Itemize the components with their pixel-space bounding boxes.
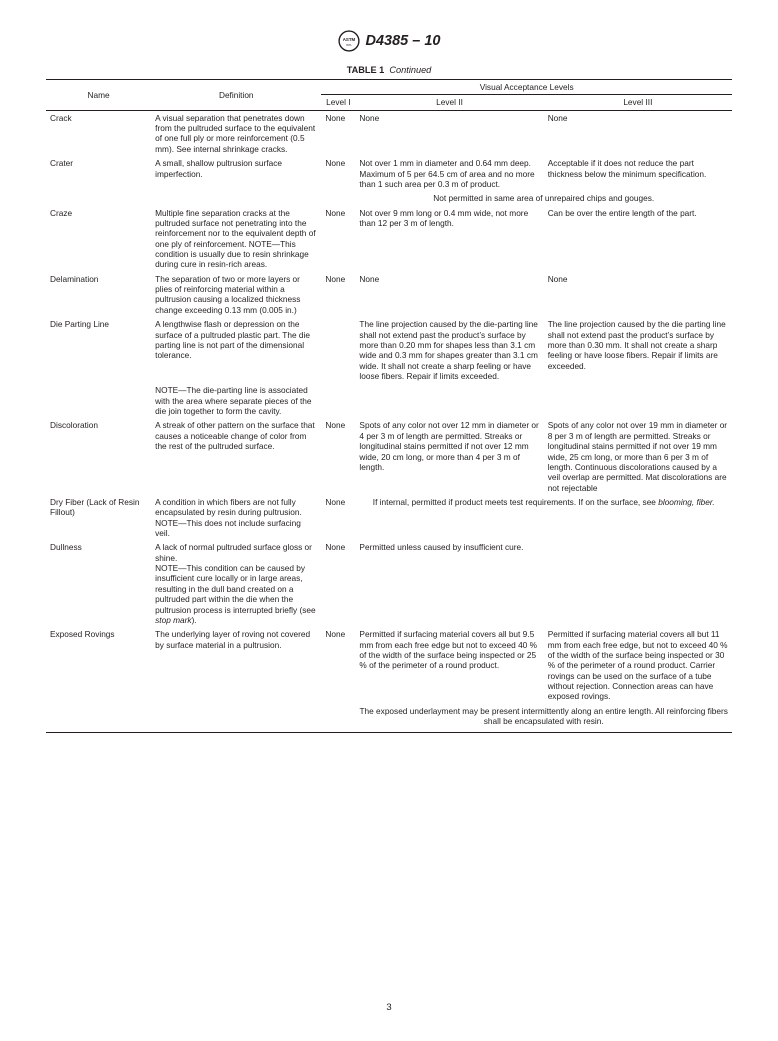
cell-note: If internal, permitted if product meets … (355, 495, 732, 540)
col-name-header: Name (46, 80, 151, 111)
cell-l3: None (544, 272, 732, 317)
cell-def: A lack of normal pultruded surface gloss… (151, 540, 321, 627)
cell-l1: None (321, 156, 355, 191)
cell-def: A condition in which fibers are not full… (151, 495, 321, 540)
cell-l2: None (355, 272, 543, 317)
astm-logo-icon: ASTM INTL (338, 30, 360, 52)
cell-name: Crater (46, 156, 151, 191)
page-number: 3 (0, 1002, 778, 1013)
cell-l1: None (321, 627, 355, 704)
cell-l2: Not over 9 mm long or 0.4 mm wide, not m… (355, 206, 543, 272)
designation-text: D4385 – 10 (366, 33, 441, 49)
table-row: Crater A small, shallow pultrusion surfa… (46, 156, 732, 191)
cell-l1: None (321, 206, 355, 272)
cell-def: The separation of two or more layers or … (151, 272, 321, 317)
cell-def: A lengthwise flash or depression on the … (151, 317, 321, 383)
table-row: Crack A visual separation that penetrate… (46, 110, 732, 156)
table-row: Exposed Rovings The underlying layer of … (46, 627, 732, 704)
cell-l3: None (544, 110, 732, 156)
cell-l2: None (355, 110, 543, 156)
table-row: Die Parting Line A lengthwise flash or d… (46, 317, 732, 383)
col-def-header: Definition (151, 80, 321, 111)
cell-name: Craze (46, 206, 151, 272)
col-visual-header: Visual Acceptance Levels (321, 80, 732, 95)
table-caption: TABLE 1 Continued (46, 65, 732, 75)
table-row-note: Not permitted in same area of unrepaired… (46, 191, 732, 205)
def-lead: A lack of normal pultruded surface gloss… (155, 542, 315, 614)
cell-l2: Permitted if surfacing material covers a… (355, 627, 543, 704)
cell-l1: None (321, 495, 355, 540)
cell-name: Die Parting Line (46, 317, 151, 383)
table-row-note: NOTE—The die-parting line is associated … (46, 383, 732, 418)
note-ital: blooming, fiber. (658, 497, 714, 507)
table-row: Dry Fiber (Lack of Resin Fillout) A cond… (46, 495, 732, 540)
page-header: ASTM INTL D4385 – 10 (46, 30, 732, 57)
cell-l2: Not over 1 mm in diameter and 0.64 mm de… (355, 156, 543, 191)
defect-table: Name Definition Visual Acceptance Levels… (46, 79, 732, 733)
cell-l1: None (321, 110, 355, 156)
col-level2-header: Level II (355, 95, 543, 110)
table-continued: Continued (389, 65, 431, 75)
cell-name: Crack (46, 110, 151, 156)
cell-def: A streak of other pattern on the surface… (151, 418, 321, 495)
cell-l3: The line projection caused by the die pa… (544, 317, 732, 383)
def-ital: stop mark (155, 615, 191, 625)
table-label: TABLE 1 (347, 65, 385, 75)
svg-text:ASTM: ASTM (342, 37, 355, 42)
cell-l3: Acceptable if it does not reduce the par… (544, 156, 732, 191)
cell-name: Discoloration (46, 418, 151, 495)
cell-l1 (321, 317, 355, 383)
cell-def: The underlying layer of roving not cover… (151, 627, 321, 704)
col-level1-header: Level I (321, 95, 355, 110)
table-head: Name Definition Visual Acceptance Levels… (46, 80, 732, 111)
col-level3-header: Level III (544, 95, 732, 110)
cell-def: A small, shallow pultrusion surface impe… (151, 156, 321, 191)
cell-l2: The line projection caused by the die-pa… (355, 317, 543, 383)
cell-name: Delamination (46, 272, 151, 317)
cell-name: Dry Fiber (Lack of Resin Fillout) (46, 495, 151, 540)
note-lead: If internal, permitted if product meets … (373, 497, 658, 507)
cell-l3: Permitted if surfacing material covers a… (544, 627, 732, 704)
cell-name: Dullness (46, 540, 151, 627)
cell-l2: Spots of any color not over 12 mm in dia… (355, 418, 543, 495)
cell-l1: None (321, 272, 355, 317)
table-row: Dullness A lack of normal pultruded surf… (46, 540, 732, 627)
table-row: Craze Multiple fine separation cracks at… (46, 206, 732, 272)
table-row: Delamination The separation of two or mo… (46, 272, 732, 317)
cell-l1: None (321, 418, 355, 495)
cell-l3: Spots of any color not over 19 mm in dia… (544, 418, 732, 495)
page: ASTM INTL D4385 – 10 TABLE 1 Continued N… (0, 0, 778, 1041)
cell-def: Multiple fine separation cracks at the p… (151, 206, 321, 272)
cell-note: The exposed underlayment may be present … (355, 704, 732, 733)
cell-l1: None (321, 540, 355, 627)
cell-def-note: NOTE—The die-parting line is associated … (151, 383, 321, 418)
def-tail: ). (192, 615, 197, 625)
cell-l3: Can be over the entire length of the par… (544, 206, 732, 272)
cell-def: A visual separation that penetrates down… (151, 110, 321, 156)
svg-text:INTL: INTL (346, 43, 352, 47)
cell-name: Exposed Rovings (46, 627, 151, 704)
logo-row: ASTM INTL D4385 – 10 (338, 30, 441, 52)
table-row-note: The exposed underlayment may be present … (46, 704, 732, 733)
table-row: Discoloration A streak of other pattern … (46, 418, 732, 495)
cell-note: Permitted unless caused by insufficient … (355, 540, 732, 627)
cell-note: Not permitted in same area of unrepaired… (355, 191, 732, 205)
